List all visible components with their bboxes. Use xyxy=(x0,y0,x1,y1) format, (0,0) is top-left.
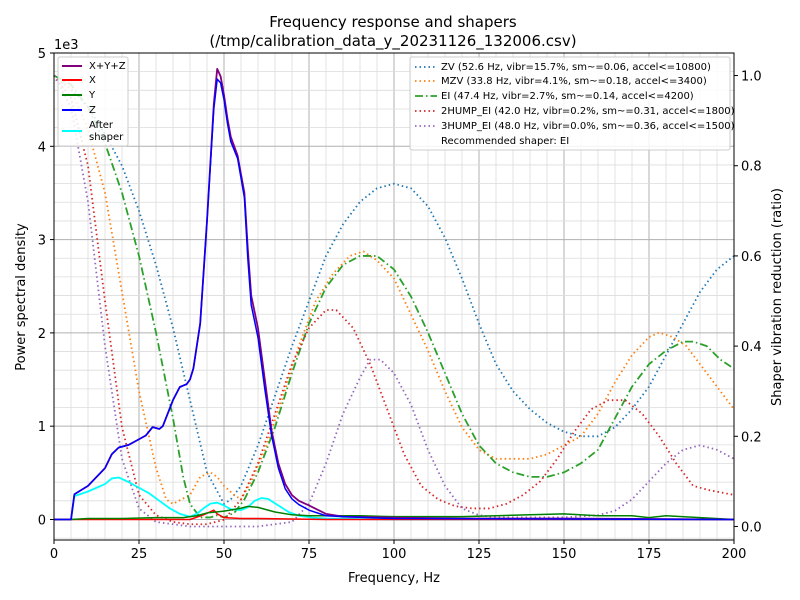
legend-label-after-shaper-2: shaper xyxy=(89,132,124,143)
legend-label-mzv: MZV (33.8 Hz, vibr=4.1%, sm~=0.18, accel… xyxy=(441,76,707,87)
legend-label-x: X xyxy=(89,75,96,86)
legend-label-zv: ZV (52.6 Hz, vibr=15.7%, sm~=0.06, accel… xyxy=(441,62,711,73)
y-tick-label: 4 xyxy=(38,140,46,155)
x-tick-label: 100 xyxy=(382,547,407,562)
x-tick-label: 125 xyxy=(467,547,492,562)
legend-psd: X+Y+Z X Y Z After shaper xyxy=(57,56,129,147)
y2-tick-label: 0.2 xyxy=(741,430,762,445)
y-axis-ticks: 0 1 2 3 4 5 xyxy=(38,47,54,528)
y2-tick-label: 0.4 xyxy=(741,340,762,355)
shaper-curves xyxy=(53,74,735,528)
y2-axis-label: Shaper vibration reduction (ratio) xyxy=(770,188,785,406)
y2-tick-label: 0.0 xyxy=(741,520,762,535)
y-tick-label: 0 xyxy=(38,513,46,528)
x-tick-label: 200 xyxy=(722,547,747,562)
legend-shapers-box xyxy=(409,56,731,151)
y-tick-label: 1 xyxy=(38,420,46,435)
y2-axis-ticks: 0.0 0.2 0.4 0.6 0.8 1.0 xyxy=(734,70,762,535)
psd-line-4 xyxy=(54,476,734,521)
legend-label-3hump-ei: 3HUMP_EI (48.0 Hz, vibr=0.0%, sm~=0.36, … xyxy=(441,121,735,132)
psd-line-1 xyxy=(54,509,734,521)
y-tick-label: 5 xyxy=(38,47,46,62)
legend-label-y: Y xyxy=(88,90,96,101)
y-offset-text: 1e3 xyxy=(54,38,79,53)
x-tick-label: 50 xyxy=(216,547,233,562)
shaper-line-3 xyxy=(53,75,735,526)
shaper-line-1 xyxy=(53,74,735,505)
legend-recommended-shaper: Recommended shaper: EI xyxy=(441,136,569,147)
legend-label-after-shaper-1: After xyxy=(89,120,114,131)
legend-shapers: ZV (52.6 Hz, vibr=15.7%, sm~=0.06, accel… xyxy=(409,56,735,151)
y-tick-label: 2 xyxy=(38,327,46,342)
y2-tick-label: 0.6 xyxy=(741,250,762,265)
legend-label-z: Z xyxy=(89,105,96,116)
chart-subtitle: (/tmp/calibration_data_y_20231126_132006… xyxy=(209,32,576,51)
x-axis-label: Frequency, Hz xyxy=(348,571,440,586)
y2-tick-label: 0.8 xyxy=(741,160,762,175)
y-tick-label: 3 xyxy=(38,234,46,249)
legend-label-2hump-ei: 2HUMP_EI (42.0 Hz, vibr=0.2%, sm~=0.31, … xyxy=(441,106,735,117)
y-axis-label: Power spectral density xyxy=(14,223,29,371)
x-axis-ticks: 0 25 50 75 100 125 150 175 200 xyxy=(50,540,747,562)
shaper-line-2 xyxy=(53,74,735,519)
x-tick-label: 0 xyxy=(50,547,58,562)
x-tick-label: 150 xyxy=(552,547,577,562)
chart-title: Frequency response and shapers xyxy=(269,13,517,31)
x-tick-label: 175 xyxy=(637,547,662,562)
psd-curves xyxy=(54,67,735,521)
x-tick-label: 25 xyxy=(131,547,148,562)
shaper-line-0 xyxy=(53,74,735,505)
legend-label-xyz: X+Y+Z xyxy=(89,61,126,72)
psd-line-3 xyxy=(54,78,735,521)
psd-line-2 xyxy=(54,505,735,521)
x-tick-label: 75 xyxy=(301,547,318,562)
legend-label-ei: EI (47.4 Hz, vibr=2.7%, sm~=0.14, accel<… xyxy=(441,91,694,102)
y2-tick-label: 1.0 xyxy=(741,70,762,85)
